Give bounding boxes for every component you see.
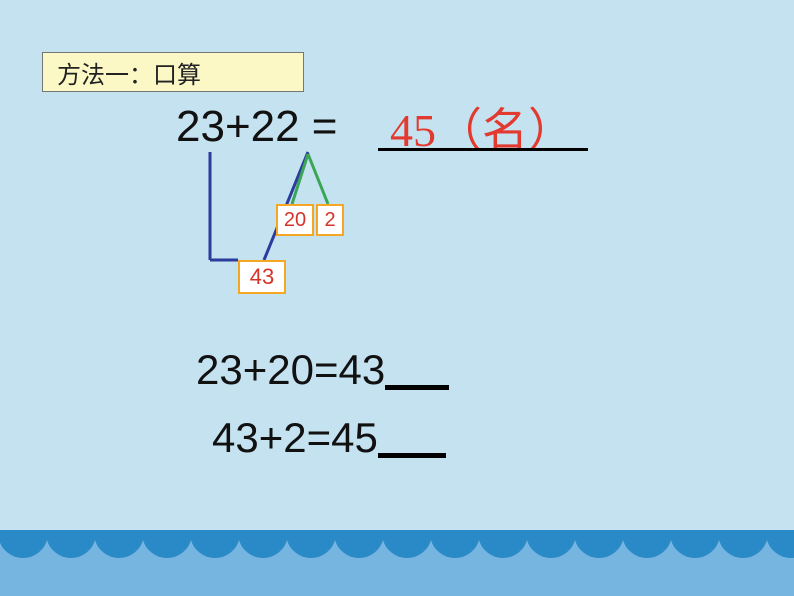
step-equation-1: 23+20=43 xyxy=(196,346,449,394)
scallop xyxy=(46,530,96,558)
scallop xyxy=(190,530,240,558)
scallop xyxy=(622,530,672,558)
scallop xyxy=(478,530,528,558)
part-box-2: 2 xyxy=(316,204,344,236)
scallop-border xyxy=(0,530,794,560)
scallop xyxy=(670,530,720,558)
step-equation-2: 43+2=45 xyxy=(212,414,446,462)
main-equation: 23+22 = xyxy=(176,102,338,152)
scallop xyxy=(766,530,794,558)
water-region xyxy=(0,530,794,596)
decomposition-diagram: 20 2 43 xyxy=(190,150,410,300)
sum-box-43: 43 xyxy=(238,260,286,294)
step2-text: 43+2=45 xyxy=(212,414,378,461)
scallop xyxy=(430,530,480,558)
split-right xyxy=(308,154,328,204)
scallop xyxy=(718,530,768,558)
method-label-box: 方法一：口算 xyxy=(42,52,304,92)
part-box-20: 20 xyxy=(276,204,314,236)
step2-underline xyxy=(378,453,446,458)
scallop xyxy=(238,530,288,558)
step1-underline xyxy=(385,385,449,390)
step1-text: 23+20=43 xyxy=(196,346,385,393)
scallop xyxy=(286,530,336,558)
scallop xyxy=(94,530,144,558)
scallop xyxy=(574,530,624,558)
scallop xyxy=(526,530,576,558)
split-left xyxy=(292,154,308,204)
scallop xyxy=(0,530,48,558)
scallop xyxy=(334,530,384,558)
scallop xyxy=(142,530,192,558)
method-label-text: 方法一：口算 xyxy=(57,55,201,90)
scallop xyxy=(382,530,432,558)
